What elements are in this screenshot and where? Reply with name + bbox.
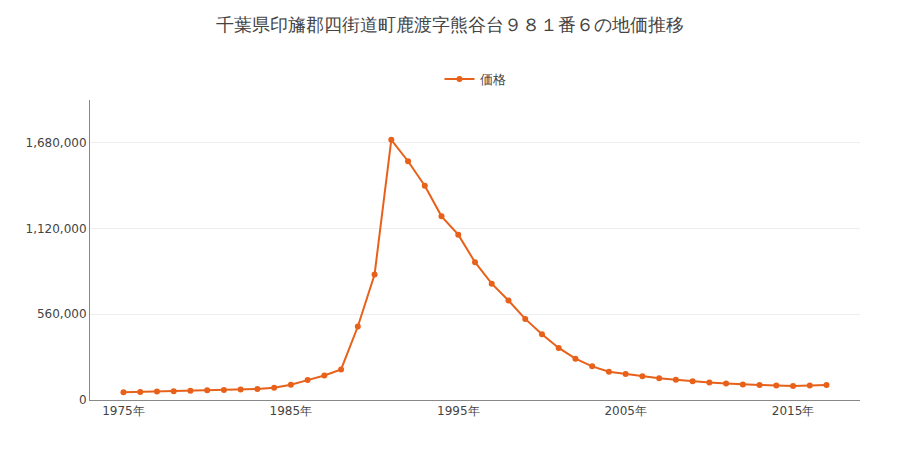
svg-text:価格: 価格	[480, 72, 506, 87]
svg-text:0: 0	[79, 393, 87, 407]
svg-text:560,000: 560,000	[37, 307, 87, 321]
svg-text:1985年: 1985年	[270, 404, 313, 418]
svg-text:1,680,000: 1,680,000	[26, 136, 87, 150]
svg-text:2005年: 2005年	[604, 404, 647, 418]
svg-text:1995年: 1995年	[437, 404, 480, 418]
svg-text:1,120,000: 1,120,000	[26, 222, 87, 236]
svg-text:千葉県印旛郡四街道町鹿渡字熊谷台９８１番６の地価推移: 千葉県印旛郡四街道町鹿渡字熊谷台９８１番６の地価推移	[216, 14, 684, 35]
svg-text:1975年: 1975年	[102, 404, 145, 418]
svg-text:2015年: 2015年	[772, 404, 815, 418]
